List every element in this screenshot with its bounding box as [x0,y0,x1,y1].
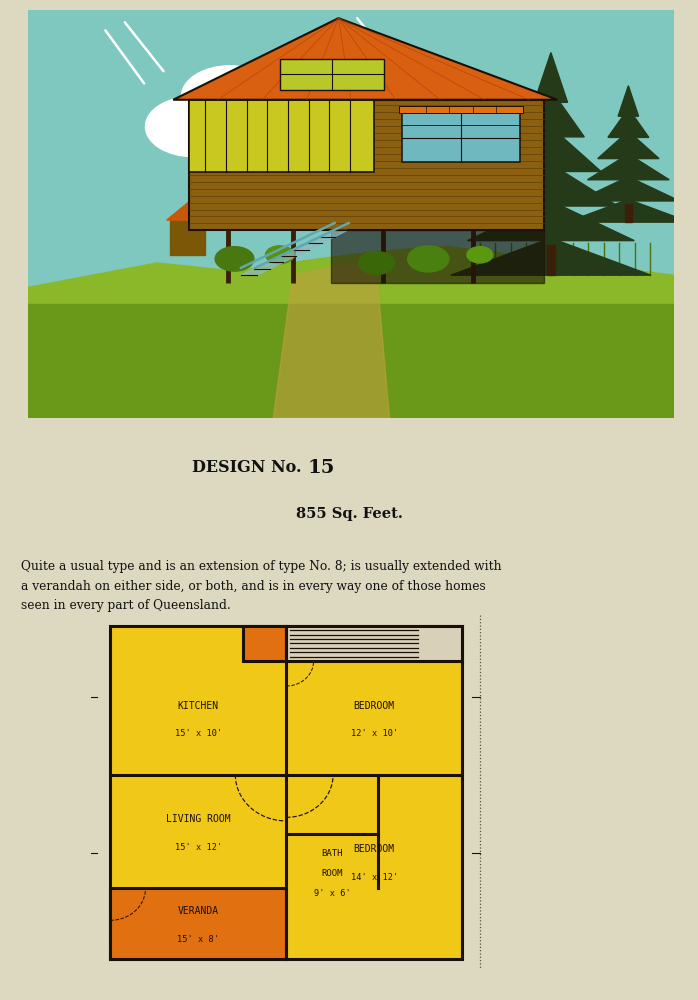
Polygon shape [597,131,659,159]
Circle shape [181,66,279,127]
Text: VERANDA: VERANDA [178,906,218,916]
Bar [286,626,462,661]
Text: 14' x 12': 14' x 12' [350,873,398,882]
Text: 15: 15 [307,459,334,477]
Text: BEDROOM: BEDROOM [354,701,394,711]
Bar [281,59,384,90]
Polygon shape [534,53,567,102]
Polygon shape [274,263,389,418]
Polygon shape [618,86,639,116]
Polygon shape [28,304,674,418]
Text: 855 Sq. Feet.: 855 Sq. Feet. [295,507,403,521]
Text: 15' x 12': 15' x 12' [174,843,222,852]
Polygon shape [588,154,669,180]
Circle shape [408,246,449,272]
Polygon shape [451,238,651,275]
Circle shape [215,247,254,271]
Bar [547,245,555,275]
Text: 15' x 8': 15' x 8' [177,935,219,944]
Bar [243,626,286,661]
Circle shape [359,252,394,274]
Polygon shape [484,164,618,206]
Polygon shape [517,90,584,137]
Text: Quite a usual type and is an extension of type No. 8; is usually extended with
a: Quite a usual type and is an extension o… [21,560,502,612]
Polygon shape [567,199,690,222]
Polygon shape [167,203,210,220]
Polygon shape [468,201,634,241]
Text: ROOM: ROOM [321,869,343,878]
Bar [399,106,523,113]
Circle shape [260,92,362,157]
Text: LIVING ROOM: LIVING ROOM [166,814,230,824]
Text: KITCHEN: KITCHEN [178,701,218,711]
Circle shape [237,75,325,131]
Circle shape [467,247,493,263]
Polygon shape [608,108,649,137]
Text: 9' x 6': 9' x 6' [313,889,350,898]
Text: DESIGN No.: DESIGN No. [192,459,307,476]
Polygon shape [577,177,679,201]
Bar [402,113,519,162]
Bar [625,204,632,222]
Text: 12' x 10': 12' x 10' [350,729,398,738]
Text: 15' x 10': 15' x 10' [174,729,222,738]
Circle shape [223,112,298,159]
Bar [110,888,286,959]
Bar [189,100,374,172]
Polygon shape [28,247,674,418]
Bar [332,230,544,283]
Polygon shape [241,230,348,275]
Text: BEDROOM: BEDROOM [354,844,394,854]
Polygon shape [170,220,205,255]
Circle shape [145,97,240,157]
Bar [189,100,544,230]
Circle shape [186,77,322,163]
Circle shape [265,246,294,264]
Text: BATH: BATH [321,849,343,858]
Polygon shape [173,18,558,100]
Polygon shape [501,127,601,171]
